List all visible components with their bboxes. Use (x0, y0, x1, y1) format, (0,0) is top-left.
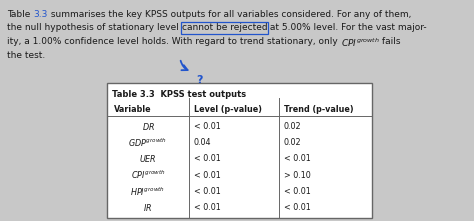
Text: $UER$: $UER$ (139, 153, 157, 164)
Text: $DR$: $DR$ (142, 121, 155, 132)
Text: < 0.01: < 0.01 (194, 187, 221, 196)
Text: fails: fails (379, 37, 401, 46)
Text: Table: Table (7, 10, 33, 19)
Text: $GDP^{growth}$: $GDP^{growth}$ (128, 136, 168, 149)
Text: summarises the key KPSS outputs for all variables considered. For any of them,: summarises the key KPSS outputs for all … (47, 10, 411, 19)
Text: < 0.01: < 0.01 (284, 203, 311, 212)
Text: ?: ? (196, 75, 202, 85)
Text: $CPI^{growth}$: $CPI^{growth}$ (131, 169, 165, 181)
Text: 0.02: 0.02 (284, 138, 301, 147)
Text: Variable: Variable (114, 105, 152, 114)
Text: ity, a 1.00% confidence level holds. With regard to trend stationary, only: ity, a 1.00% confidence level holds. Wit… (7, 37, 341, 46)
Text: at 5.00% level. For the vast major-: at 5.00% level. For the vast major- (267, 23, 427, 32)
Text: $CPI^{growth}$: $CPI^{growth}$ (341, 37, 379, 50)
Text: the null hypothesis of stationary level: the null hypothesis of stationary level (7, 23, 182, 32)
Text: the test.: the test. (7, 51, 45, 59)
Text: Trend (p-value): Trend (p-value) (284, 105, 354, 114)
Text: 0.04: 0.04 (194, 138, 211, 147)
Text: < 0.01: < 0.01 (284, 154, 311, 163)
Text: < 0.01: < 0.01 (194, 122, 221, 131)
Text: $HPI^{growth}$: $HPI^{growth}$ (130, 185, 165, 198)
Text: 3.3: 3.3 (33, 10, 47, 19)
Text: < 0.01: < 0.01 (284, 187, 311, 196)
Text: < 0.01: < 0.01 (194, 154, 221, 163)
Text: Table 3.3  KPSS test outputs: Table 3.3 KPSS test outputs (112, 90, 246, 99)
Text: cannot be rejected: cannot be rejected (182, 23, 267, 32)
Text: 0.02: 0.02 (284, 122, 301, 131)
Text: < 0.01: < 0.01 (194, 203, 221, 212)
Text: > 0.10: > 0.10 (284, 171, 311, 180)
Bar (107, 83, 372, 218)
Text: < 0.01: < 0.01 (194, 171, 221, 180)
Text: $IR$: $IR$ (144, 202, 153, 213)
Text: Level (p-value): Level (p-value) (194, 105, 262, 114)
